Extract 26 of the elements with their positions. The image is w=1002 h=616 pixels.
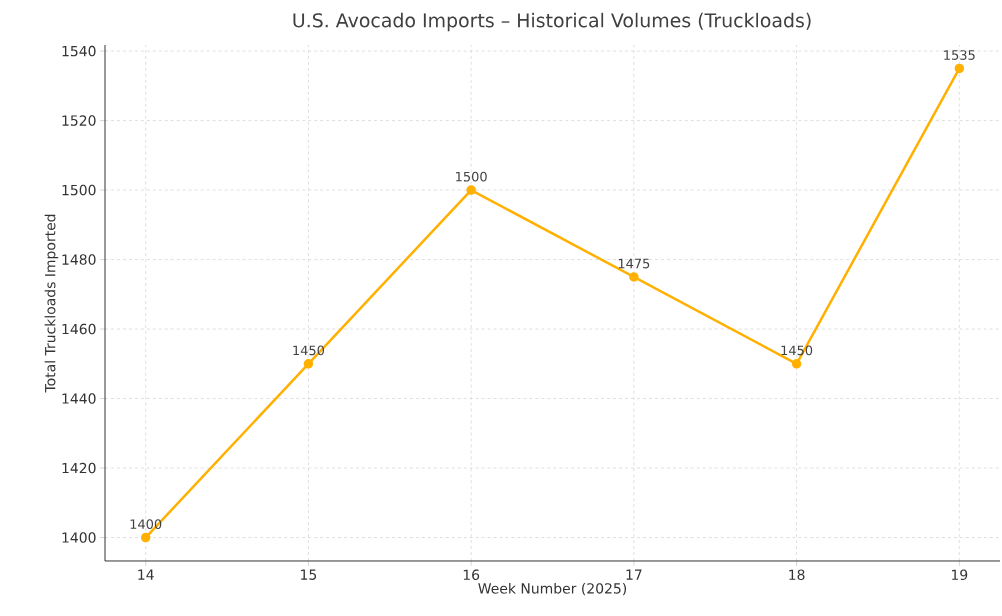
data-label: 1535 bbox=[944, 50, 975, 60]
x-tick-label: 15 bbox=[301, 569, 317, 580]
data-label: 1475 bbox=[618, 258, 650, 269]
chart-title: U.S. Avocado Imports – Historical Volumes (Truckloads) bbox=[293, 12, 811, 32]
point bbox=[466, 185, 476, 195]
point bbox=[303, 359, 314, 369]
y-tick-label: 1540 bbox=[62, 45, 96, 57]
y-tick-label: 1500 bbox=[62, 184, 96, 196]
point bbox=[140, 532, 151, 543]
y-tick-label: 1420 bbox=[62, 462, 96, 474]
point bbox=[791, 359, 802, 369]
point bbox=[954, 63, 965, 74]
point bbox=[629, 272, 639, 282]
x-axis-title: Week Number (2025) bbox=[478, 582, 627, 596]
y-tick-label: 1520 bbox=[62, 115, 96, 126]
y-axis-title: Total Truckloads Imported bbox=[44, 214, 59, 393]
x-tick-label: 17 bbox=[626, 569, 642, 580]
x-tick-label: 19 bbox=[951, 569, 968, 581]
x-tick-label: 16 bbox=[463, 569, 480, 581]
data-label: 1500 bbox=[456, 171, 487, 182]
y-tick-label: 1460 bbox=[62, 323, 96, 335]
x-tick-label: 14 bbox=[138, 569, 154, 580]
y-tick-label: 1440 bbox=[62, 393, 96, 404]
x-tick-label: 18 bbox=[789, 569, 805, 581]
y-tick-label: 1480 bbox=[62, 254, 96, 265]
y-tick-label: 1400 bbox=[62, 532, 96, 543]
